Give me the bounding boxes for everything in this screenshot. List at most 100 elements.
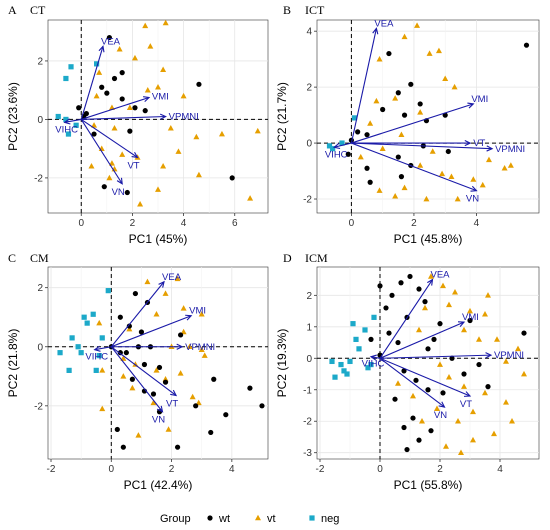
- point-vt: [429, 148, 436, 154]
- point-wt: [367, 179, 373, 185]
- point-vt: [162, 19, 169, 26]
- point-neg: [73, 122, 79, 128]
- y-tick-label: 0: [306, 354, 312, 365]
- point-neg: [81, 314, 87, 320]
- vector-arrowhead: [486, 145, 494, 152]
- vector-label-vihc: VIHC: [85, 352, 108, 363]
- point-wt: [422, 299, 428, 305]
- panel-D: VEA VMI VPMNI VT VN VIHC -2 0 2 4 -3 -2 -1 0 1 2 PC1 (55…: [275, 251, 540, 492]
- panel-letter: B: [283, 3, 291, 17]
- point-wt: [521, 330, 527, 336]
- point-wt: [104, 90, 110, 96]
- vector-arrowhead: [438, 401, 446, 408]
- point-vt: [422, 304, 428, 311]
- point-vt: [479, 181, 486, 188]
- point-vt: [439, 170, 446, 177]
- point-vt: [423, 195, 430, 202]
- point-wt: [485, 384, 491, 390]
- panel-letter: A: [8, 3, 17, 17]
- vector-label-vn: VN: [466, 194, 479, 205]
- x-axis-title: PC1 (45%): [129, 232, 188, 246]
- point-neg: [353, 336, 359, 342]
- point-neg: [329, 358, 335, 365]
- point-wt: [386, 50, 392, 57]
- vector-vea: [80, 46, 104, 120]
- point-neg: [339, 140, 345, 146]
- point-wt: [377, 283, 383, 289]
- vector-vt: [80, 118, 138, 158]
- point-vt: [189, 393, 196, 400]
- point-wt: [398, 280, 404, 286]
- point-vt: [501, 165, 508, 171]
- point-vt: [254, 127, 261, 134]
- y-tick-label: 2: [37, 56, 43, 67]
- point-wt: [389, 292, 395, 298]
- point-vt: [201, 352, 208, 358]
- vector-arrowhead: [156, 405, 164, 413]
- point-neg: [330, 146, 336, 152]
- point-neg: [63, 116, 69, 123]
- point-wt: [141, 361, 148, 368]
- y-tick-label: 2: [37, 283, 43, 294]
- point-wt: [91, 131, 97, 137]
- y-axis-title: PC2 (19.3%): [275, 329, 289, 398]
- vector-arrowhead: [332, 143, 341, 150]
- point-vt: [153, 367, 160, 373]
- point-vt: [186, 343, 193, 350]
- panel-title: ICM: [305, 251, 328, 265]
- point-vt: [494, 336, 500, 342]
- point-vt: [470, 408, 476, 415]
- vector-arrowhead: [185, 314, 193, 321]
- point-wt: [150, 391, 157, 397]
- vector-vmi: [111, 315, 192, 348]
- panel-letter: D: [283, 251, 292, 265]
- point-vt: [137, 201, 144, 207]
- point-wt: [124, 189, 130, 196]
- point-vt: [357, 153, 364, 160]
- legend-marker-neg: [309, 515, 315, 521]
- vector-vea: [110, 281, 165, 348]
- y-tick-label: -1: [303, 385, 312, 396]
- point-vt: [106, 174, 113, 181]
- point-wt: [193, 403, 199, 409]
- x-tick-label: 4: [229, 464, 235, 475]
- point-wt: [114, 426, 120, 433]
- vector-label-vt: VT: [127, 160, 139, 171]
- y-tick-label: 1: [306, 322, 312, 333]
- point-vt: [155, 186, 161, 192]
- vector-arrowhead: [131, 151, 139, 159]
- vector-vea: [379, 279, 433, 359]
- vector-label-vn: VN: [434, 410, 447, 421]
- point-vt: [247, 195, 254, 201]
- vector-vihc: [334, 142, 352, 148]
- point-vt: [392, 95, 399, 101]
- point-wt: [229, 175, 235, 181]
- point-wt: [398, 174, 405, 180]
- point-neg: [78, 350, 84, 356]
- point-neg: [66, 367, 72, 373]
- point-vt: [218, 130, 225, 137]
- point-vt: [162, 290, 169, 296]
- point-wt: [111, 75, 118, 82]
- point-neg: [356, 346, 362, 352]
- point-wt: [132, 290, 138, 297]
- point-wt: [437, 321, 443, 327]
- point-vt: [198, 311, 205, 317]
- point-neg: [63, 75, 69, 82]
- point-vt: [485, 292, 491, 298]
- vector-vihc: [370, 356, 381, 359]
- point-wt: [416, 286, 422, 292]
- point-wt: [476, 361, 482, 368]
- plot-area: [316, 266, 540, 460]
- point-vt: [108, 160, 115, 166]
- point-wt: [156, 364, 163, 371]
- point-wt: [101, 184, 107, 190]
- point-wt: [440, 390, 446, 396]
- vector-label-vihc: VIHC: [55, 124, 78, 135]
- point-vt: [131, 54, 138, 61]
- point-vt: [419, 418, 425, 424]
- point-wt: [345, 151, 351, 157]
- y-tick-label: 0: [37, 342, 43, 353]
- vector-arrowhead: [143, 96, 151, 103]
